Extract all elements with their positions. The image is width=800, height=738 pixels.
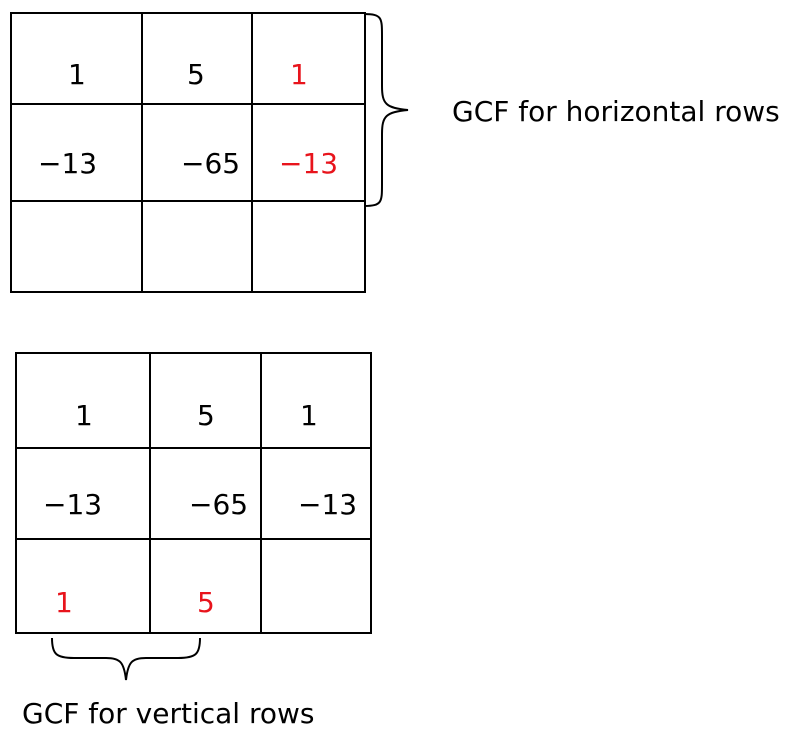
top-cell-r2c2: −65	[143, 105, 253, 202]
bottom-cell-r3c2: 5	[151, 540, 262, 632]
top-cell-r3c2	[143, 202, 253, 291]
bottom-cell-r1c3: 1	[262, 354, 370, 449]
bottom-cell-r3c3	[262, 540, 370, 632]
bottom-cell-r2c2: −65	[151, 449, 262, 540]
bottom-cell-r2c3: −13	[262, 449, 370, 540]
bottom-cell-r1c2: 5	[151, 354, 262, 449]
vertical-brace	[51, 637, 201, 681]
top-cell-r1c3: 1	[253, 14, 364, 105]
bottom-cell-r3c1: 1	[17, 540, 151, 632]
top-grid: 1 5 1 −13 −65 −13	[10, 12, 366, 293]
top-cell-r3c3	[253, 202, 364, 291]
vertical-gcf-label: GCF for vertical rows	[22, 697, 315, 730]
bottom-cell-r1c1: 1	[17, 354, 151, 449]
bottom-cell-r2c1: −13	[17, 449, 151, 540]
horizontal-gcf-label: GCF for horizontal rows	[452, 95, 780, 128]
top-cell-r2c1: −13	[12, 105, 143, 202]
top-cell-r1c2: 5	[143, 14, 253, 105]
top-cell-r3c1	[12, 202, 143, 291]
bottom-grid: 1 5 1 −13 −65 −13 1 5	[15, 352, 372, 634]
top-cell-r2c3: −13	[253, 105, 364, 202]
horizontal-brace	[363, 13, 409, 207]
top-cell-r1c1: 1	[12, 14, 143, 105]
